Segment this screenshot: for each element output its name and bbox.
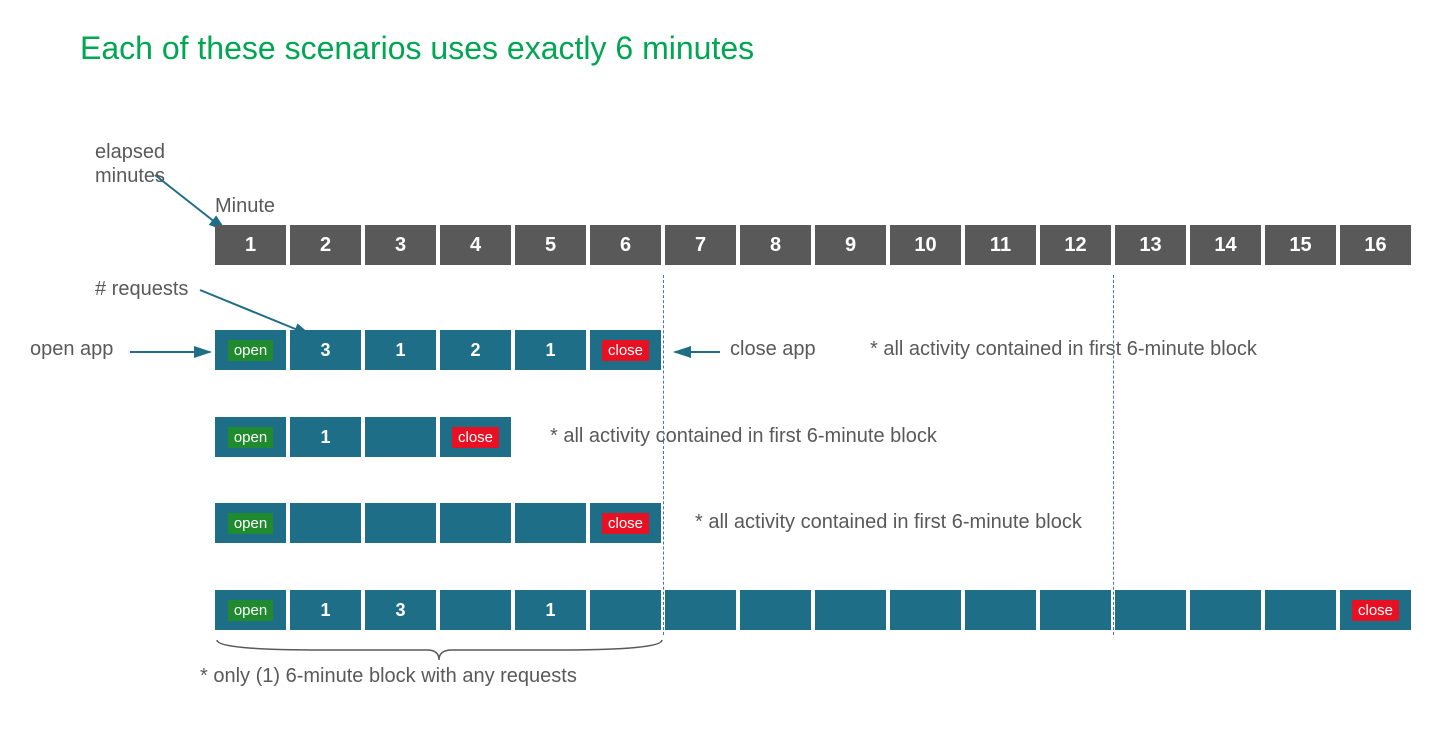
scenario-cell [515, 503, 586, 543]
scenario-cell [965, 590, 1036, 630]
scenario-cell [665, 590, 736, 630]
minute-cell: 4 [440, 225, 511, 265]
scenario-note: * all activity contained in first 6-minu… [550, 425, 937, 448]
scenario-row: open close [215, 503, 661, 543]
minute-cell: 5 [515, 225, 586, 265]
scenario-cell [440, 590, 511, 630]
close-badge: close [602, 513, 649, 534]
scenario-cell: close [1340, 590, 1411, 630]
minute-cell: 10 [890, 225, 961, 265]
scenario-cell: 3 [365, 590, 436, 630]
scenario-cell: close [590, 330, 661, 370]
scenario-cell: 1 [290, 590, 361, 630]
scenario-row: open 1 close [215, 417, 511, 457]
scenario-cell: open [215, 417, 286, 457]
open-badge: open [228, 600, 273, 621]
scenario-cell: 1 [290, 417, 361, 457]
minute-cell: 9 [815, 225, 886, 265]
minute-header-label: Minute [215, 195, 275, 218]
scenario-cell [740, 590, 811, 630]
minute-cell: 2 [290, 225, 361, 265]
page-title: Each of these scenarios uses exactly 6 m… [80, 30, 754, 67]
scenario-cell: 1 [515, 590, 586, 630]
scenario-cell: 1 [515, 330, 586, 370]
scenario-cell [815, 590, 886, 630]
minute-cell: 8 [740, 225, 811, 265]
elapsed-minutes-text: elapsedminutes [95, 141, 165, 187]
scenario-cell [440, 503, 511, 543]
elapsed-minutes-label: elapsedminutes [95, 140, 165, 188]
scenario-cell [1190, 590, 1261, 630]
scenario-cell [590, 590, 661, 630]
scenario-cell [290, 503, 361, 543]
minute-cell: 11 [965, 225, 1036, 265]
minute-header-row: 12345678910111213141516 [215, 225, 1411, 265]
minute-cell: 1 [215, 225, 286, 265]
minute-cell: 13 [1115, 225, 1186, 265]
open-app-label: open app [30, 338, 113, 361]
scenario-cell [1040, 590, 1111, 630]
arrow-open-app [125, 346, 220, 358]
scenario-cell [890, 590, 961, 630]
scenario-cell: 1 [365, 330, 436, 370]
arrow-close-app [665, 346, 725, 358]
scenario-cell: open [215, 503, 286, 543]
minute-cell: 6 [590, 225, 661, 265]
minute-cell: 16 [1340, 225, 1411, 265]
minute-cell: 7 [665, 225, 736, 265]
scenario-cell: open [215, 590, 286, 630]
scenario-row: open131close [215, 590, 1411, 630]
scenario-row: open3121close [215, 330, 661, 370]
open-badge: open [228, 513, 273, 534]
scenario-cell: open [215, 330, 286, 370]
bottom-note: * only (1) 6-minute block with any reque… [200, 665, 577, 688]
scenario-cell: close [590, 503, 661, 543]
close-badge: close [1352, 600, 1399, 621]
divider-line-12 [1113, 275, 1114, 635]
requests-label: # requests [95, 278, 188, 301]
open-badge: open [228, 427, 273, 448]
brace-icon [212, 638, 672, 663]
scenario-cell [365, 417, 436, 457]
close-badge: close [452, 427, 499, 448]
minute-cell: 15 [1265, 225, 1336, 265]
scenario-cell: 2 [440, 330, 511, 370]
scenario-cell [1265, 590, 1336, 630]
minute-cell: 14 [1190, 225, 1261, 265]
close-badge: close [602, 340, 649, 361]
minute-cell: 12 [1040, 225, 1111, 265]
scenario-cell [365, 503, 436, 543]
minute-cell: 3 [365, 225, 436, 265]
close-app-label: close app [730, 338, 816, 361]
scenario-cell [1115, 590, 1186, 630]
scenario-note: * all activity contained in first 6-minu… [695, 511, 1082, 534]
divider-line-6 [663, 275, 664, 635]
scenario-cell: 3 [290, 330, 361, 370]
scenario-note: * all activity contained in first 6-minu… [870, 338, 1257, 361]
open-badge: open [228, 340, 273, 361]
scenario-cell: close [440, 417, 511, 457]
